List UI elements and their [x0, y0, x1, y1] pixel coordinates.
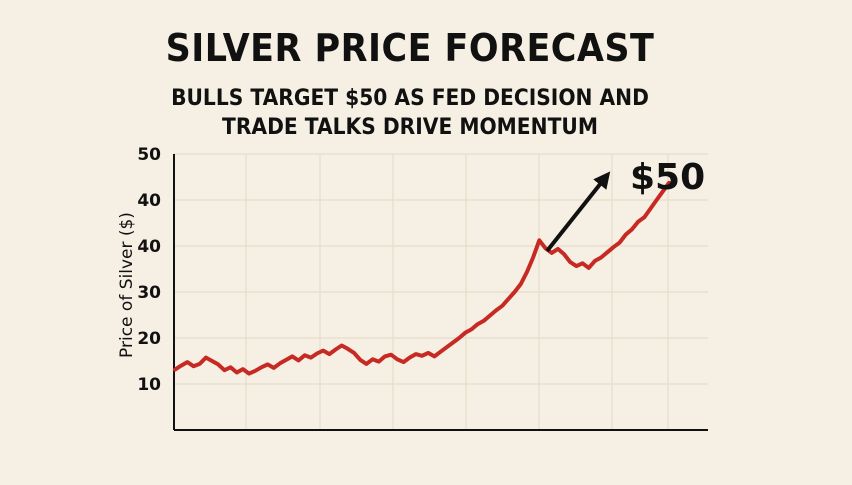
- y-tick-labels: 50 40 40 30 20 10: [137, 145, 161, 395]
- y-tick-label: 40: [137, 237, 161, 257]
- y-tick-label: 50: [137, 145, 161, 165]
- chart-subtitle-line-1: BULLS TARGET $50 AS FED DECISION AND: [171, 86, 649, 111]
- chart-subtitle-line-2: TRADE TALKS DRIVE MOMENTUM: [222, 115, 598, 140]
- y-axis-label: Price of Silver ($): [117, 212, 137, 358]
- silver-price-line: [173, 180, 671, 376]
- chart-title: SILVER PRICE FORECAST: [165, 26, 655, 70]
- annotation-arrow: [545, 171, 611, 253]
- target-annotation-label: $50: [630, 157, 705, 198]
- y-tick-label: 20: [137, 329, 161, 349]
- y-tick-label: 30: [137, 283, 161, 303]
- chart-grid: [174, 153, 708, 430]
- y-tick-label: 40: [137, 191, 161, 211]
- y-tick-label: 10: [137, 375, 161, 395]
